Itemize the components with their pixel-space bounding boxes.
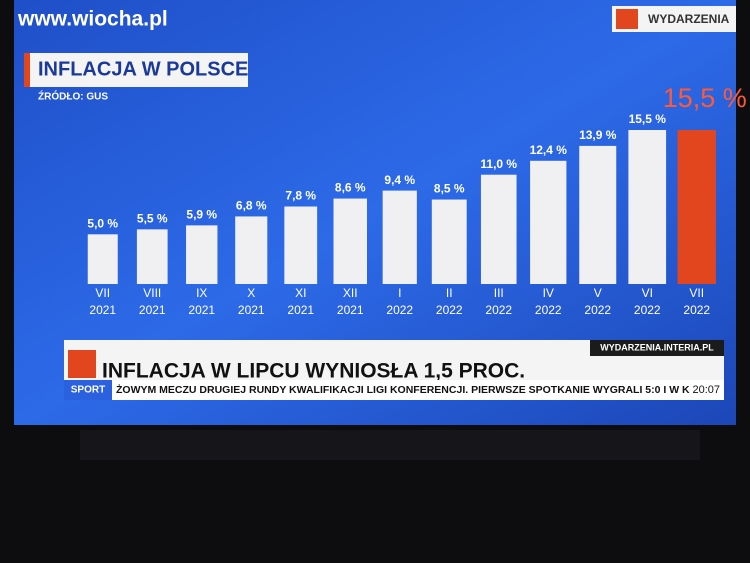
bar	[284, 206, 318, 284]
bar	[530, 160, 567, 284]
chart-subtitle: ŹRÓDŁO: GUS	[38, 90, 108, 103]
bar	[136, 229, 168, 284]
title-box	[24, 53, 248, 87]
watermark: www.wiocha.pl	[17, 8, 168, 31]
bar	[480, 174, 517, 284]
x-tick-label: 2022	[436, 303, 463, 317]
bar	[186, 225, 218, 284]
value-label: 15,5 %	[629, 112, 667, 126]
chart-title: INFLACJA W POLSCE	[38, 58, 248, 80]
x-tick-label: 2022	[634, 303, 661, 317]
bar	[628, 130, 667, 284]
x-tick-label: VII	[689, 286, 704, 300]
headline: INFLACJA W LIPCU WYNIOSŁA 1,5 PROC.	[102, 360, 525, 383]
value-label: 8,5 %	[434, 182, 465, 196]
x-tick-label: 2021	[139, 303, 166, 317]
x-tick-label: 2022	[485, 303, 512, 317]
x-tick-label: XI	[295, 286, 306, 300]
ticker-text: ŻOWYM MECZU DRUGIEJ RUNDY KWALIFIKACJI L…	[116, 383, 690, 396]
ticker-time: 20:07	[692, 384, 720, 396]
tv-bezel	[80, 430, 700, 460]
x-tick-label: I	[398, 286, 401, 300]
value-label: 15,5 %	[663, 83, 747, 113]
bar	[431, 199, 467, 284]
x-tick-label: 2022	[386, 303, 413, 317]
x-tick-label: IX	[196, 286, 207, 300]
x-tick-label: II	[446, 286, 453, 300]
x-tick-label: VI	[642, 286, 653, 300]
title-accent	[24, 53, 30, 87]
x-tick-label: V	[594, 286, 602, 300]
value-label: 8,6 %	[335, 181, 366, 195]
x-tick-label: 2021	[188, 303, 215, 317]
x-tick-label: 2021	[337, 303, 364, 317]
value-label: 6,8 %	[236, 199, 267, 213]
value-label: 5,0 %	[87, 216, 118, 230]
value-label: 7,8 %	[285, 189, 316, 203]
bar	[579, 145, 617, 284]
x-tick-label: 2021	[89, 303, 116, 317]
bar	[382, 190, 417, 284]
headline-icon	[68, 350, 96, 378]
ticker-section: SPORT	[71, 385, 105, 396]
value-label: 11,0 %	[480, 157, 517, 171]
x-tick-label: VII	[95, 286, 110, 300]
bar	[87, 234, 118, 284]
value-label: 5,9 %	[186, 208, 217, 222]
value-label: 5,5 %	[137, 212, 168, 226]
bar	[677, 130, 716, 284]
x-tick-label: III	[494, 286, 504, 300]
ticker-section-box	[64, 380, 112, 400]
x-tick-label: 2022	[535, 303, 562, 317]
website-box	[590, 340, 724, 356]
value-label: 9,4 %	[384, 173, 415, 187]
x-tick-label: 2022	[584, 303, 611, 317]
website: WYDARZENIA.INTERIA.PL	[600, 342, 714, 352]
x-tick-label: XII	[343, 286, 358, 300]
logo-icon	[616, 9, 638, 29]
x-tick-label: 2021	[238, 303, 265, 317]
x-tick-label: 2021	[287, 303, 314, 317]
x-tick-label: X	[247, 286, 255, 300]
value-label: 13,9 %	[579, 128, 617, 142]
bar	[333, 198, 367, 284]
x-tick-label: VIII	[143, 286, 161, 300]
bar	[235, 216, 268, 284]
ticker-bar	[64, 380, 724, 400]
channel-name: WYDARZENIA	[648, 12, 730, 26]
x-tick-label: IV	[543, 286, 554, 300]
x-tick-label: 2022	[683, 303, 710, 317]
value-label: 12,4 %	[530, 143, 568, 157]
